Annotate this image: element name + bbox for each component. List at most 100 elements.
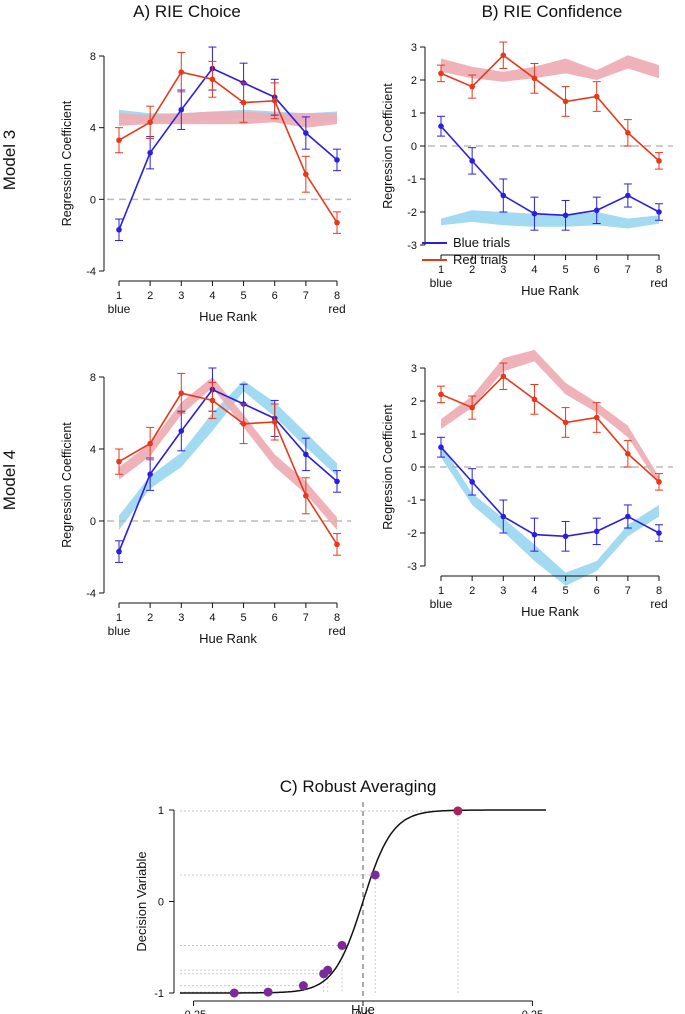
y-axis-label: Decision Variable bbox=[134, 851, 149, 951]
x-tick-label: 1 bbox=[116, 612, 122, 624]
x-axis-label: Hue bbox=[351, 1002, 375, 1014]
sample-point bbox=[370, 870, 380, 880]
blue-data-point bbox=[562, 533, 569, 540]
red-model-band bbox=[119, 111, 337, 128]
legend-red-label: Red trials bbox=[453, 252, 508, 267]
sample-point bbox=[263, 987, 273, 997]
x-tick-label: 6 bbox=[594, 264, 600, 276]
blue-data-point bbox=[334, 157, 340, 163]
y-tick-label: 4 bbox=[90, 123, 96, 135]
x-tick-label: 8 bbox=[334, 612, 340, 624]
x-end-label-blue: blue bbox=[430, 276, 453, 290]
red-model-band bbox=[119, 377, 337, 530]
y-tick-label: -4 bbox=[86, 266, 96, 278]
x-axis-label: Hue Rank bbox=[521, 283, 579, 298]
blue-data-point bbox=[562, 212, 569, 219]
legend-blue-label: Blue trials bbox=[453, 235, 511, 250]
blue-data-point bbox=[625, 513, 631, 520]
sigmoid-curve bbox=[180, 809, 546, 994]
y-axis-label: Regression Coefficient bbox=[381, 83, 395, 209]
red-data-point bbox=[593, 93, 600, 100]
red-data-point bbox=[438, 70, 444, 77]
red-data-point bbox=[531, 75, 538, 82]
blue-data-point bbox=[656, 209, 662, 215]
y-tick-label: 3 bbox=[411, 42, 417, 54]
y-axis-label: Regression Coefficient bbox=[60, 422, 74, 548]
x-end-label-blue: blue bbox=[108, 624, 131, 638]
y-tick-label: -3 bbox=[407, 561, 417, 573]
row-label-model3: Model 3 bbox=[0, 130, 19, 190]
x-tick-label: 2 bbox=[147, 612, 153, 624]
x-end-label-blue: blue bbox=[108, 302, 131, 316]
red-series-line bbox=[118, 392, 338, 545]
red-data-point bbox=[625, 130, 631, 136]
red-data-point bbox=[303, 493, 309, 499]
red-data-point bbox=[438, 391, 444, 398]
red-data-point bbox=[303, 171, 309, 178]
red-series-line bbox=[440, 375, 660, 483]
sample-point bbox=[453, 806, 463, 816]
red-data-point bbox=[531, 396, 538, 403]
x-tick-label: 3 bbox=[178, 612, 184, 624]
red-data-point bbox=[209, 76, 216, 83]
x-tick-label: 0.0 bbox=[355, 1009, 370, 1014]
red-data-point bbox=[656, 158, 662, 164]
blue-data-point bbox=[656, 530, 662, 536]
red-data-point bbox=[240, 421, 247, 427]
x-axis-label: Hue Rank bbox=[199, 309, 257, 324]
blue-data-point bbox=[500, 513, 507, 520]
y-tick-label: 3 bbox=[411, 363, 417, 375]
chart-choice-model4: -4 0 4 8 Regression Coefficient 1 2 3 4 5 6 7 8 blue r… bbox=[60, 367, 351, 646]
blue-data-point bbox=[593, 207, 600, 214]
red-data-point bbox=[656, 479, 662, 485]
sample-point bbox=[298, 981, 308, 991]
red-data-point bbox=[116, 137, 122, 144]
red-data-point bbox=[469, 83, 475, 90]
x-axis-label: Hue Rank bbox=[199, 631, 257, 646]
sample-point bbox=[337, 940, 347, 950]
x-tick-label: 8 bbox=[656, 264, 662, 276]
y-tick-label: 2 bbox=[411, 75, 417, 87]
chart-robust-averaging: -1 0 1 Decision Variable -0.25 0.0 0.25 Hue bbox=[134, 802, 546, 1014]
red-data-point bbox=[593, 414, 600, 421]
x-tick-label: 3 bbox=[500, 264, 506, 276]
y-axis-label: Regression Coefficient bbox=[381, 404, 395, 530]
blue-data-point bbox=[303, 451, 309, 458]
red-model-band bbox=[441, 349, 659, 486]
x-tick-label: 7 bbox=[625, 264, 631, 276]
red-data-point bbox=[271, 419, 278, 425]
x-end-label-red: red bbox=[650, 597, 667, 611]
x-tick-label: 8 bbox=[656, 585, 662, 597]
x-tick-label: 7 bbox=[303, 612, 309, 624]
x-tick-label: -0.25 bbox=[181, 1009, 206, 1014]
x-end-label-red: red bbox=[328, 624, 345, 638]
x-tick-label: 1 bbox=[438, 264, 444, 276]
x-axis-label: Hue Rank bbox=[521, 604, 579, 619]
x-end-label-red: red bbox=[328, 302, 345, 316]
x-tick-label: 8 bbox=[334, 290, 340, 302]
blue-series-line bbox=[440, 125, 660, 217]
red-data-point bbox=[334, 219, 340, 226]
x-tick-label: 3 bbox=[500, 585, 506, 597]
blue-data-point bbox=[500, 192, 507, 199]
y-tick-label: 0 bbox=[411, 462, 417, 474]
blue-data-point bbox=[625, 192, 631, 199]
x-end-label-red: red bbox=[650, 276, 667, 290]
x-tick-label: 4 bbox=[531, 585, 537, 597]
blue-data-point bbox=[469, 479, 475, 485]
x-tick-label: 7 bbox=[303, 290, 309, 302]
blue-data-point bbox=[178, 428, 185, 434]
y-tick-label: -2 bbox=[407, 207, 417, 219]
y-tick-label: -3 bbox=[407, 240, 417, 252]
y-tick-label: 1 bbox=[158, 805, 164, 817]
red-series-line bbox=[440, 54, 660, 162]
x-tick-label: 3 bbox=[178, 290, 184, 302]
blue-series-line bbox=[118, 67, 338, 231]
chart-confidence-model4: -3 -2 -1 0 1 2 3 Regression Coefficient 1 2 3 4 5 6 7 8… bbox=[381, 349, 673, 619]
y-tick-label: 4 bbox=[90, 444, 96, 456]
red-data-point bbox=[562, 98, 569, 105]
red-data-point bbox=[500, 52, 507, 59]
x-tick-label: 5 bbox=[563, 264, 569, 276]
panel-c-title: C) Robust Averaging bbox=[280, 777, 437, 796]
